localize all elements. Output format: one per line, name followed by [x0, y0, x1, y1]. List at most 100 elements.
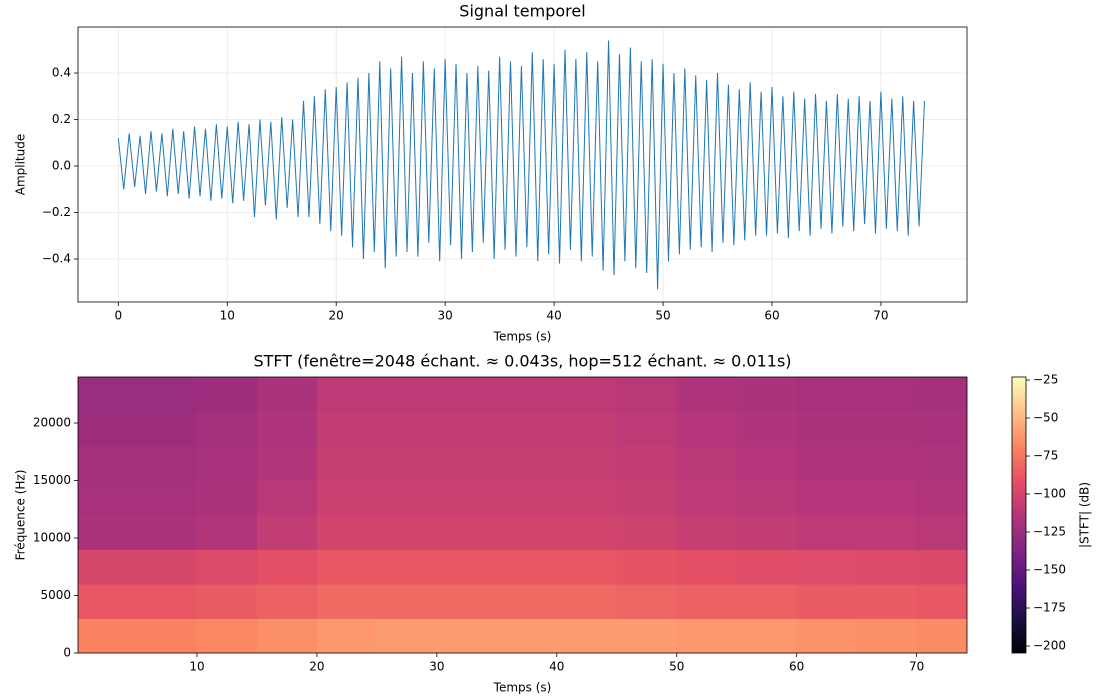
heatmap-cell: [137, 377, 198, 412]
x-tick-label: 10: [220, 309, 235, 323]
x-tick-label: 40: [546, 309, 561, 323]
heatmap-cell: [496, 584, 558, 619]
heatmap-cell: [256, 480, 318, 516]
heatmap-cell: [736, 584, 798, 619]
heatmap-cell: [436, 515, 498, 550]
y-tick-label: 0.4: [52, 66, 71, 80]
heatmap-cell: [376, 480, 438, 516]
heatmap-cell: [256, 411, 318, 447]
heatmap-cell: [736, 515, 798, 550]
x-tick-label: 70: [873, 309, 888, 323]
heatmap-cell: [137, 411, 198, 447]
heatmap-cell: [796, 446, 858, 481]
heatmap-cell: [736, 618, 798, 653]
heatmap-cell: [196, 411, 258, 447]
x-tick-label: 70: [909, 660, 924, 674]
heatmap-cell: [616, 618, 678, 653]
heatmap-cell: [137, 480, 198, 516]
colorbar-tick-label: −75: [1033, 449, 1058, 463]
heatmap-cell: [856, 411, 918, 447]
x-tick-label: 0: [114, 309, 122, 323]
colorbar: [1011, 376, 1027, 654]
heatmap-cell: [796, 584, 858, 619]
heatmap-cell: [676, 549, 738, 585]
heatmap-cell: [496, 515, 558, 550]
y-axis-label: Amplitude: [14, 134, 28, 196]
plot-frame: [77, 376, 968, 654]
heatmap-cell: [376, 515, 438, 550]
heatmap-cell: [556, 515, 618, 550]
heatmap-cell: [316, 549, 378, 585]
heatmap-cell: [556, 549, 618, 585]
x-tick-label: 60: [764, 309, 779, 323]
heatmap-cell: [556, 377, 618, 412]
heatmap-cell: [256, 584, 318, 619]
heatmap-cell: [316, 618, 378, 653]
heatmap-cell: [556, 480, 618, 516]
heatmap-cell: [856, 446, 918, 481]
heatmap-cell: [196, 446, 258, 481]
heatmap-cell: [916, 480, 967, 516]
heatmap-cell: [196, 584, 258, 619]
heatmap-cell: [316, 584, 378, 619]
heatmap-cell: [78, 377, 138, 412]
colorbar-tick-label: −150: [1033, 563, 1066, 577]
heatmap-cell: [856, 377, 918, 412]
heatmap-cell: [796, 480, 858, 516]
colorbar-tick-label: −125: [1033, 525, 1066, 539]
heatmap-cells: [78, 377, 967, 653]
x-tick-label: 60: [789, 660, 804, 674]
signal-line: [117, 40, 926, 290]
heatmap-cell: [796, 411, 858, 447]
y-tick-label: 15000: [33, 473, 71, 487]
heatmap-cell: [496, 480, 558, 516]
x-tick-label: 20: [329, 309, 344, 323]
heatmap-cell: [676, 584, 738, 619]
heatmap-cell: [196, 515, 258, 550]
heatmap-cell: [316, 515, 378, 550]
heatmap-cell: [256, 618, 318, 653]
colorbar-tick-label: −175: [1033, 601, 1066, 615]
heatmap-cell: [916, 549, 967, 585]
heatmap-cell: [316, 377, 378, 412]
heatmap-cell: [856, 584, 918, 619]
x-tick-label: 30: [438, 309, 453, 323]
y-tick-label: 0: [63, 646, 71, 660]
heatmap-cell: [196, 618, 258, 653]
heatmap-cell: [376, 377, 438, 412]
y-axis-label: Fréquence (Hz): [14, 470, 28, 561]
heatmap-cell: [78, 549, 138, 585]
x-tick-label: 50: [655, 309, 670, 323]
y-tick-label: −0.4: [42, 251, 71, 265]
heatmap-cell: [616, 446, 678, 481]
heatmap-cell: [496, 411, 558, 447]
heatmap-cell: [856, 480, 918, 516]
heatmap-cell: [137, 515, 198, 550]
heatmap-cell: [496, 618, 558, 653]
heatmap-cell: [916, 618, 967, 653]
heatmap-cell: [916, 377, 967, 412]
heatmap-cell: [676, 377, 738, 412]
heatmap-cell: [316, 411, 378, 447]
heatmap-cell: [916, 584, 967, 619]
heatmap-cell: [316, 480, 378, 516]
heatmap-cell: [736, 411, 798, 447]
heatmap-cell: [78, 584, 138, 619]
heatmap-cell: [676, 446, 738, 481]
heatmap-cell: [137, 584, 198, 619]
heatmap-cell: [436, 377, 498, 412]
heatmap-cell: [496, 446, 558, 481]
y-tick-label: 10000: [33, 531, 71, 545]
y-tick-label: −0.2: [42, 205, 71, 219]
heatmap-cell: [256, 549, 318, 585]
heatmap-cell: [436, 446, 498, 481]
y-tick-label: 0.2: [52, 112, 71, 126]
heatmap-cell: [556, 618, 618, 653]
heatmap-cell: [856, 515, 918, 550]
heatmap-cell: [137, 446, 198, 481]
heatmap-cell: [736, 446, 798, 481]
heatmap-cell: [796, 377, 858, 412]
heatmap-cell: [376, 584, 438, 619]
heatmap-cell: [137, 549, 198, 585]
